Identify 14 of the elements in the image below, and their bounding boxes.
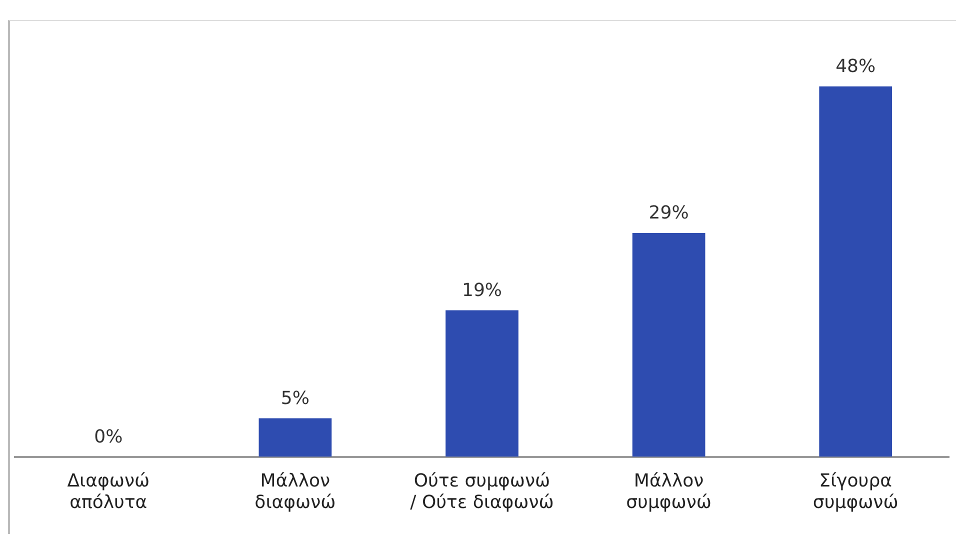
bar bbox=[819, 86, 892, 457]
x-tick-label: Σίγουρα συμφωνώ bbox=[812, 470, 898, 513]
bar bbox=[632, 233, 706, 457]
x-tick-label: Μάλλον διαφωνώ bbox=[254, 470, 336, 513]
data-label: 0% bbox=[94, 426, 123, 448]
bar bbox=[446, 310, 518, 457]
x-tick-label: Ούτε συμφωνώ / Ούτε διαφωνώ bbox=[410, 470, 554, 513]
x-tick-label: Μάλλον συμφωνώ bbox=[626, 470, 712, 513]
data-label: 48% bbox=[836, 56, 876, 78]
x-tick-label: Διαφωνώ απόλυτα bbox=[67, 470, 150, 513]
bar bbox=[258, 418, 332, 457]
data-label: 19% bbox=[462, 280, 502, 301]
data-label: 29% bbox=[648, 202, 689, 224]
data-label: 5% bbox=[280, 388, 310, 409]
